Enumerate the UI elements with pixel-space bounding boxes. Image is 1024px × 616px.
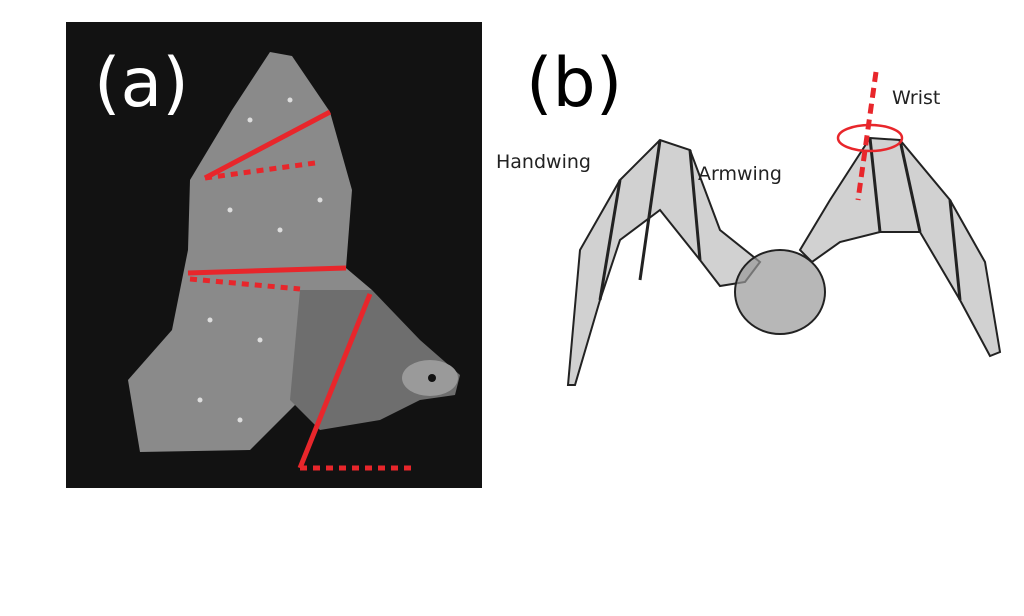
marker [257, 337, 263, 343]
marker [277, 227, 283, 233]
red-line [187, 265, 347, 276]
marker [207, 317, 213, 323]
red-line [203, 109, 332, 181]
wing-bones [598, 137, 962, 301]
bat-eye [428, 374, 436, 382]
panel-label: (a) [94, 44, 189, 123]
red-line [297, 293, 373, 469]
annotation: Handwing [496, 151, 591, 173]
marker [317, 197, 323, 203]
body [734, 249, 826, 335]
panel-label: (b) [526, 44, 622, 123]
wireframe-model [566, 136, 1002, 386]
wrist-axis [855, 71, 879, 201]
wing-markers [197, 97, 323, 423]
red-dashed-line [189, 276, 301, 292]
right-wing [798, 136, 1002, 358]
red-dashed-line [204, 160, 316, 181]
marker [247, 117, 253, 123]
marker [197, 397, 203, 403]
bat-body [290, 290, 460, 430]
marker [287, 97, 293, 103]
angle-lines [187, 109, 412, 471]
annotation: Armwing [698, 163, 782, 185]
marker [237, 417, 243, 423]
marker [227, 207, 233, 213]
annotation: Wrist [892, 87, 940, 109]
rotation-arrow [836, 123, 904, 153]
